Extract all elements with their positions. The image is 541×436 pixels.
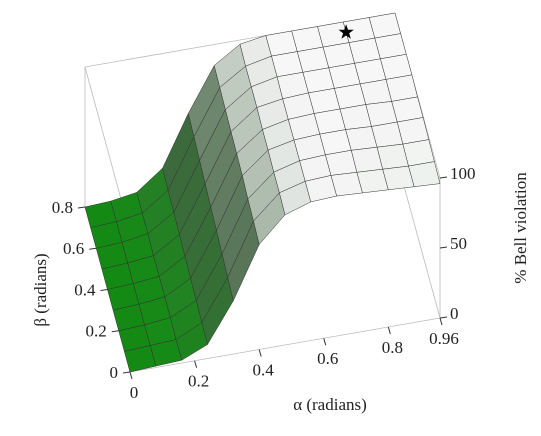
x-tick-label: 0 bbox=[130, 383, 139, 402]
z-tick-label: 0 bbox=[450, 304, 459, 323]
x-tick-label: 0.2 bbox=[188, 372, 209, 391]
x-axis-label: α (radians) bbox=[293, 395, 367, 414]
y-tick-label: 0.6 bbox=[63, 239, 84, 258]
y-tick-label: 0.2 bbox=[86, 322, 107, 341]
z-tick bbox=[439, 176, 448, 179]
z-tick bbox=[439, 316, 448, 319]
y-tick-label: 0 bbox=[110, 363, 119, 382]
y-axis-label: β (radians) bbox=[31, 253, 50, 326]
x-tick-label: 0.96 bbox=[429, 329, 459, 348]
x-tick bbox=[323, 338, 327, 346]
x-tick-label: 0.6 bbox=[317, 349, 338, 368]
z-axis-label: % Bell violation bbox=[511, 172, 530, 284]
y-tick bbox=[122, 371, 131, 374]
z-tick-label: 100 bbox=[450, 164, 476, 183]
y-tick bbox=[111, 330, 119, 333]
z-tick bbox=[439, 246, 448, 249]
z-tick-label: 50 bbox=[450, 234, 467, 253]
x-tick bbox=[129, 371, 133, 380]
y-tick bbox=[89, 247, 97, 250]
y-tick-label: 0.8 bbox=[52, 198, 73, 217]
x-tick bbox=[258, 349, 262, 357]
surface-cell bbox=[396, 117, 430, 145]
surface-cell bbox=[408, 161, 441, 187]
x-tick bbox=[194, 360, 198, 368]
surface-cell bbox=[385, 74, 418, 102]
marker-star bbox=[338, 24, 354, 39]
y-tick bbox=[77, 206, 86, 209]
y-tick-label: 0.4 bbox=[74, 280, 96, 299]
surface-cell bbox=[402, 139, 435, 167]
x-tick bbox=[387, 326, 391, 335]
x-tick-label: 0.4 bbox=[253, 360, 275, 379]
x-tick-label: 0.8 bbox=[382, 338, 403, 357]
x-tick bbox=[439, 317, 443, 326]
y-tick bbox=[100, 289, 108, 291]
